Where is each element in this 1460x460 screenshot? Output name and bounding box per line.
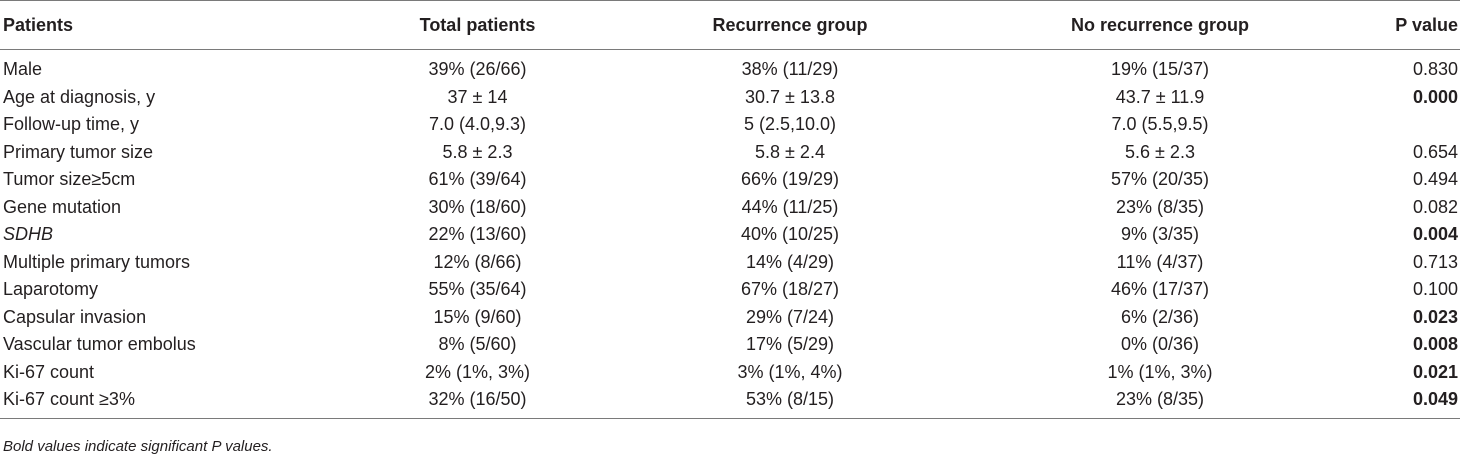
- cell-total-patients: 37 ± 14: [447, 86, 508, 107]
- cell-no-recurrence-group: 57% (20/35): [1110, 169, 1210, 190]
- cell-no-recurrence-group: 7.0 (5.5,9.5): [1111, 114, 1209, 135]
- cell-no-recurrence-group: 0% (0/36): [1120, 334, 1200, 355]
- row-label: Vascular tumor embolus: [3, 334, 196, 355]
- cell-p-value: 0.008: [1412, 334, 1458, 355]
- table-row: Male 39% (26/66) 38% (11/29) 19% (15/37) 0.8…: [0, 50, 1460, 84]
- table-row: Tumor size≥5cm 61% (39/64) 66% (19/29) 57% …: [0, 166, 1460, 194]
- cell-p-value: 0.000: [1412, 86, 1458, 107]
- table-row: Vascular tumor embolus 8% (5/60) 17% (5/29…: [0, 331, 1460, 359]
- cell-total-patients: 32% (16/50): [345, 386, 610, 419]
- header-row: Patients Total patients Recurrence group…: [0, 0, 1460, 50]
- cell-recurrence-group: 5 (2.5,10.0): [743, 114, 837, 135]
- table-body: Male 39% (26/66) 38% (11/29) 19% (15/37) 0.8…: [0, 50, 1460, 419]
- cell-p-value: 0.830: [1412, 59, 1458, 80]
- cell-p-value: 0.100: [1412, 279, 1458, 300]
- header-patients: Patients: [0, 0, 345, 50]
- cell-total-patients: 55% (35/64): [428, 279, 527, 300]
- cell-total-patients: 15% (9/60): [433, 306, 522, 327]
- cell-no-recurrence-group: 43.7 ± 11.9: [1115, 86, 1205, 107]
- patient-characteristics-table: Patients Total patients Recurrence group…: [0, 0, 1460, 419]
- cell-recurrence-group: 66% (19/29): [740, 169, 840, 190]
- row-label: Capsular invasion: [3, 306, 147, 327]
- cell-total-patients: 5.8 ± 2.3: [442, 141, 513, 162]
- cell-total-patients: 61% (39/64): [428, 169, 527, 190]
- cell-recurrence-group: 3% (1%, 4%): [737, 361, 843, 382]
- cell-recurrence-group: 29% (7/24): [745, 306, 835, 327]
- table-row: Multiple primary tumors 12% (8/66) 14% (4/…: [0, 249, 1460, 277]
- cell-no-recurrence-group: 46% (17/37): [1110, 279, 1210, 300]
- cell-no-recurrence-group: 23% (8/35): [1115, 196, 1205, 217]
- table-footnote: Bold values indicate significant P value…: [3, 438, 273, 455]
- cell-recurrence-group: 67% (18/27): [740, 279, 840, 300]
- cell-recurrence-group: 17% (5/29): [745, 334, 835, 355]
- row-label: Male: [3, 59, 43, 80]
- row-label: Age at diagnosis, y: [3, 86, 156, 107]
- table-row: Primary tumor size 5.8 ± 2.3 5.8 ± 2.4 5.6 …: [0, 139, 1460, 167]
- cell-recurrence-group: 44% (11/25): [741, 196, 839, 217]
- cell-p-value: 0.654: [1412, 141, 1458, 162]
- cell-recurrence-group: 5.8 ± 2.4: [755, 141, 825, 162]
- row-label: Multiple primary tumors: [3, 251, 191, 272]
- row-label: Tumor size≥5cm: [3, 169, 136, 190]
- cell-p-value: 0.494: [1412, 169, 1458, 190]
- cell-recurrence-group: 38% (11/29): [741, 59, 839, 80]
- cell-p-value: 0.713: [1412, 251, 1458, 272]
- table-row: Ki-67 count ≥3% 32% (16/50) 53% (8/15) 23% …: [0, 386, 1460, 419]
- cell-p-value: [1350, 111, 1460, 139]
- cell-total-patients: 39% (26/66): [428, 59, 527, 80]
- cell-no-recurrence-group: 1% (1%, 3%): [1107, 361, 1213, 382]
- cell-p-value: 0.023: [1412, 306, 1458, 327]
- cell-total-patients: 7.0 (4.0,9.3): [428, 114, 527, 135]
- table-row: Age at diagnosis, y 37 ± 14 30.7 ± 13.8 43.…: [0, 84, 1460, 112]
- table-row: Ki-67 count 2% (1%, 3%) 3% (1%, 4%) 1% (1%,…: [0, 359, 1460, 387]
- table-row: SDHB 22% (13/60) 40% (10/25) 9% (3/35) 0.004: [0, 221, 1460, 249]
- row-label: Ki-67 count: [3, 361, 95, 382]
- cell-p-value: 0.049: [1350, 386, 1460, 419]
- cell-no-recurrence-group: 23% (8/35): [970, 386, 1350, 419]
- row-label: Gene mutation: [3, 196, 122, 217]
- cell-recurrence-group: 14% (4/29): [745, 251, 835, 272]
- cell-total-patients: 30% (18/60): [428, 196, 527, 217]
- cell-no-recurrence-group: 11% (4/37): [1116, 251, 1204, 272]
- cell-no-recurrence-group: 5.6 ± 2.3: [1125, 141, 1195, 162]
- header-total-patients: Total patients: [345, 0, 610, 50]
- row-label: Laparotomy: [3, 279, 99, 300]
- row-label: SDHB: [3, 224, 54, 245]
- table-row: Gene mutation 30% (18/60) 44% (11/25) 23% (…: [0, 194, 1460, 222]
- header-p-value: P value: [1350, 0, 1460, 50]
- cell-no-recurrence-group: 6% (2/36): [1120, 306, 1200, 327]
- cell-p-value: 0.082: [1412, 196, 1458, 217]
- cell-total-patients: 2% (1%, 3%): [424, 361, 531, 382]
- cell-total-patients: 22% (13/60): [428, 224, 527, 245]
- row-label: Follow-up time, y: [3, 114, 140, 135]
- header-recurrence-group: Recurrence group: [610, 0, 970, 50]
- table-row: Laparotomy 55% (35/64) 67% (18/27) 46% (17/…: [0, 276, 1460, 304]
- table-header: Patients Total patients Recurrence group…: [0, 0, 1460, 50]
- table-row: Follow-up time, y 7.0 (4.0,9.3) 5 (2.5,10.…: [0, 111, 1460, 139]
- cell-recurrence-group: 30.7 ± 13.8: [745, 86, 835, 107]
- cell-total-patients: 12% (8/66): [433, 251, 522, 272]
- row-label: Primary tumor size: [3, 141, 154, 162]
- cell-recurrence-group: 53% (8/15): [610, 386, 970, 419]
- row-label: Ki-67 count ≥3%: [0, 386, 345, 419]
- cell-no-recurrence-group: 9% (3/35): [1120, 224, 1200, 245]
- header-no-recurrence-group: No recurrence group: [970, 0, 1350, 50]
- table-row: Capsular invasion 15% (9/60) 29% (7/24) 6% …: [0, 304, 1460, 332]
- cell-no-recurrence-group: 19% (15/37): [1110, 59, 1210, 80]
- cell-p-value: 0.004: [1412, 224, 1458, 245]
- cell-p-value: 0.021: [1412, 361, 1458, 382]
- cell-recurrence-group: 40% (10/25): [740, 224, 840, 245]
- cell-total-patients: 8% (5/60): [438, 334, 517, 355]
